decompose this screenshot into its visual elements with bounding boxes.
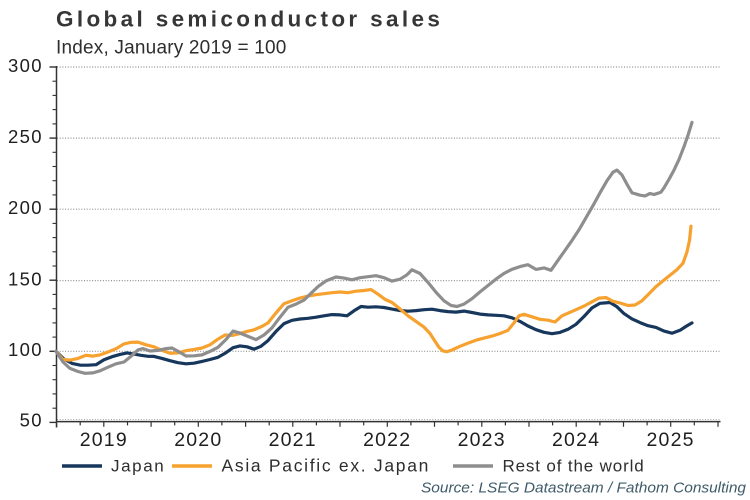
svg-text:200: 200: [8, 197, 43, 218]
svg-text:100: 100: [8, 339, 43, 360]
svg-text:Asia Pacific ex. Japan: Asia Pacific ex. Japan: [222, 456, 431, 476]
svg-text:Index, January 2019 = 100: Index, January 2019 = 100: [56, 38, 287, 59]
svg-text:2024: 2024: [552, 429, 600, 451]
svg-text:2022: 2022: [363, 429, 411, 451]
svg-text:Japan: Japan: [111, 457, 165, 476]
svg-text:50: 50: [20, 409, 43, 430]
svg-text:250: 250: [8, 126, 43, 147]
svg-text:2021: 2021: [269, 429, 317, 451]
svg-text:300: 300: [8, 55, 43, 76]
svg-text:2020: 2020: [174, 429, 222, 451]
svg-text:150: 150: [8, 268, 43, 289]
svg-text:Global semiconductor sales: Global semiconductor sales: [56, 6, 443, 31]
svg-text:2023: 2023: [458, 429, 506, 451]
svg-text:2019: 2019: [80, 429, 128, 451]
svg-text:Rest of the world: Rest of the world: [503, 457, 645, 476]
svg-text:Source: LSEG Datastream / Fath: Source: LSEG Datastream / Fathom Consult…: [421, 480, 747, 497]
svg-text:2025: 2025: [647, 429, 695, 451]
